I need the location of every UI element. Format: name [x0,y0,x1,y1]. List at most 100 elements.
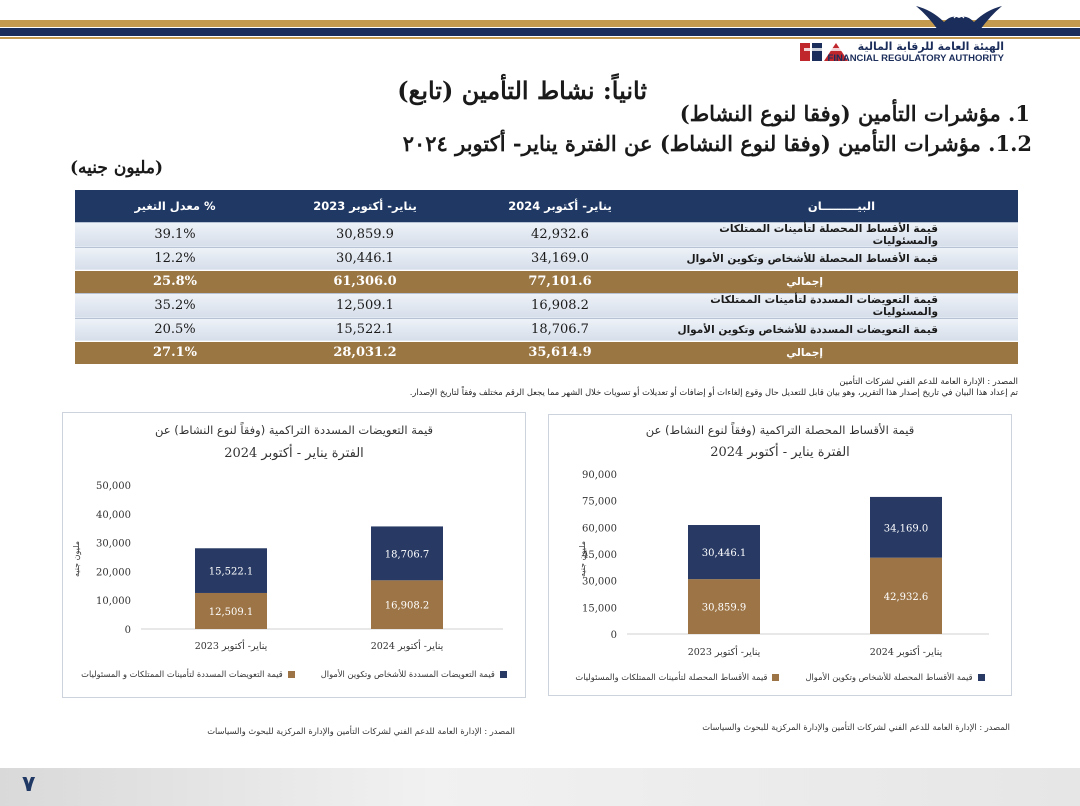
page-number: ٧ [22,772,36,797]
y-tick-label: 75,000 [582,497,617,508]
legend-swatch [499,670,507,678]
x-category-label: يناير- أكتوبر 2023 [688,645,761,658]
claims-chart-plot: 0 10,000 20,000 30,000 40,000 50,000 مليون جني… [72,481,503,652]
y-tick-label: 15,000 [582,603,617,614]
fra-logo-icon [800,43,848,61]
cell-change: 12.2% [75,246,275,270]
y-tick-label: 45,000 [582,550,617,561]
legend-item: قيمة التعويضات المسددة للأشخاص وتكوين ال… [321,669,507,679]
y-tick-label: 10,000 [96,596,131,607]
logo-arabic-name: الهيئة العامة للرقابة المالية [857,40,1004,53]
disclaimer-note: تم إعداد هذا البيان في تاريخ إصدار هذا ا… [409,387,1018,397]
cell-2023: 12,509.1 [275,292,455,318]
table-row: 20.5% 15,522.1 18,706.7 قيمة التعويضات ا… [75,317,1018,341]
y-tick-label: 60,000 [582,523,617,534]
section-title: ثانياً: نشاط التأمين (تابع) [397,76,647,105]
cell-2023: 30,859.9 [275,221,455,247]
cell-label: قيمة التعويضات المسددة لتأمينات الممتلكا… [665,292,1018,318]
table-total-row: 27.1% 28,031.2 35,614.9 إجمالي [75,340,1018,364]
y-tick-label: 50,000 [96,481,131,492]
legend-item: قيمة التعويضات المسددة لتأمينات الممتلكا… [81,669,295,679]
legend-label: قيمة التعويضات المسددة للأشخاص وتكوين ال… [320,669,495,679]
x-category-label: يناير- أكتوبر 2023 [195,639,268,652]
logo-english-name: FINANCIAL REGULATORY AUTHORITY [827,53,1004,64]
cell-2024: 18,706.7 [455,317,665,341]
x-category-label: يناير- أكتوبر 2024 [371,639,444,652]
eagle-icon [916,6,1002,36]
premiums-chart-plot: 0 15,000 30,000 45,000 60,000 75,000 90,000 ملي… [578,470,989,658]
data-label: 15,522.1 [209,567,254,578]
chart-legend: قيمة الأقساط المحصلة للأشخاص وتكوين الأم… [549,672,1011,682]
table-header-row: معدل التغير % يناير- أكتوبر 2023 يناير- … [75,190,1018,222]
legend-swatch [977,673,985,681]
bar-segment [195,548,267,593]
header-2024: يناير- أكتوبر 2024 [455,190,665,222]
chart-source-left: المصدر : الإدارة العامة للدعم الفني لشرك… [207,726,515,736]
y-tick-label: 90,000 [582,470,617,481]
header-change: معدل التغير % [75,190,275,222]
bar-segment [688,525,760,580]
cell-2024: 34,169.0 [455,246,665,270]
chart-subtitle: الفترة يناير - أكتوبر 2024 [224,446,364,461]
legend-swatch [287,670,295,678]
heading-1-2: 1.2. مؤشرات التأمين (وفقا لنوع النشاط) ع… [402,131,1032,156]
cell-2023: 15,522.1 [275,317,455,341]
data-label: 42,932.6 [884,592,929,603]
data-label: 30,859.9 [702,603,747,614]
y-tick-label: 30,000 [96,539,131,550]
data-label: 16,908.2 [385,601,430,612]
cell-label: قيمة التعويضات المسددة للأشخاص وتكوين ال… [665,317,1018,341]
fra-logo: الهيئة العامة للرقابة المالية FINANCIAL … [784,40,1004,66]
source-note: المصدر : الإدارة العامة للدعم الفني لشرك… [839,376,1018,386]
cell-2023: 30,446.1 [275,246,455,270]
chart-source-right: المصدر : الإدارة العامة للدعم الفني لشرك… [702,722,1010,732]
header-item: البيـــــــــان [665,190,1018,222]
cell-2024: 35,614.9 [455,340,665,364]
data-label: 34,169.0 [884,523,929,534]
table-row: 35.2% 12,509.1 16,908.2 قيمة التعويضات ا… [75,292,1018,318]
header-2023: يناير- أكتوبر 2023 [275,190,455,222]
cell-2023: 61,306.0 [275,269,455,293]
cell-label: إجمالي [665,340,1018,364]
cell-2023: 28,031.2 [275,340,455,364]
heading-1: 1. مؤشرات التأمين (وفقا لنوع النشاط) [679,101,1030,126]
y-tick-label: 20,000 [96,567,131,578]
legend-swatch [772,673,780,681]
legend-label: قيمة التعويضات المسددة لتأمينات الممتلكا… [81,669,283,679]
x-category-label: يناير- أكتوبر 2024 [870,645,943,658]
cell-2024: 77,101.6 [455,269,665,293]
legend-item: قيمة الأقساط المحصلة لتأمينات الممتلكات … [575,672,780,682]
premiums-chart: قيمة الأقساط المحصلة التراكمية (وفقاً لن… [548,414,1012,696]
y-tick-label: 40,000 [96,510,131,521]
cell-change: 25.8% [75,269,275,293]
top-header-band [0,0,1080,44]
cell-label: قيمة الأقساط المحصلة للأشخاص وتكوين الأم… [665,246,1018,270]
y-tick-label: 30,000 [582,577,617,588]
cell-change: 35.2% [75,292,275,318]
data-label: 30,446.1 [702,548,747,559]
chart-subtitle: الفترة يناير - أكتوبر 2024 [710,445,850,460]
cell-change: 39.1% [75,221,275,247]
legend-label: قيمة الأقساط المحصلة للأشخاص وتكوين الأم… [805,672,973,682]
legend-label: قيمة الأقساط المحصلة لتأمينات الممتلكات … [575,672,768,682]
data-label: 12,509.1 [209,607,254,618]
footer-band [0,768,1080,806]
bar-segment [870,496,942,558]
chart-title: قيمة التعويضات المسددة التراكمية (وفقاً … [154,423,434,437]
cell-2024: 16,908.2 [455,292,665,318]
bar-segment [371,526,443,581]
data-label: 18,706.7 [385,549,430,560]
cell-label: إجمالي [665,269,1018,293]
cell-change: 20.5% [75,317,275,341]
y-tick-label: 0 [611,630,617,641]
table-row: 39.1% 30,859.9 42,932.6 قيمة الأقساط الم… [75,221,1018,247]
y-tick-label: 0 [125,625,131,636]
bar-segment [195,592,267,629]
table-notes: المصدر : الإدارة العامة للدعم الفني لشرك… [410,376,1018,398]
claims-chart: قيمة التعويضات المسددة التراكمية (وفقاً … [62,412,526,698]
bar-segment [870,557,942,634]
bar-segment [371,580,443,629]
unit-note: (مليون جنيه) [70,158,164,178]
cell-2024: 42,932.6 [455,221,665,247]
table-row: 12.2% 30,446.1 34,169.0 قيمة الأقساط الم… [75,246,1018,270]
